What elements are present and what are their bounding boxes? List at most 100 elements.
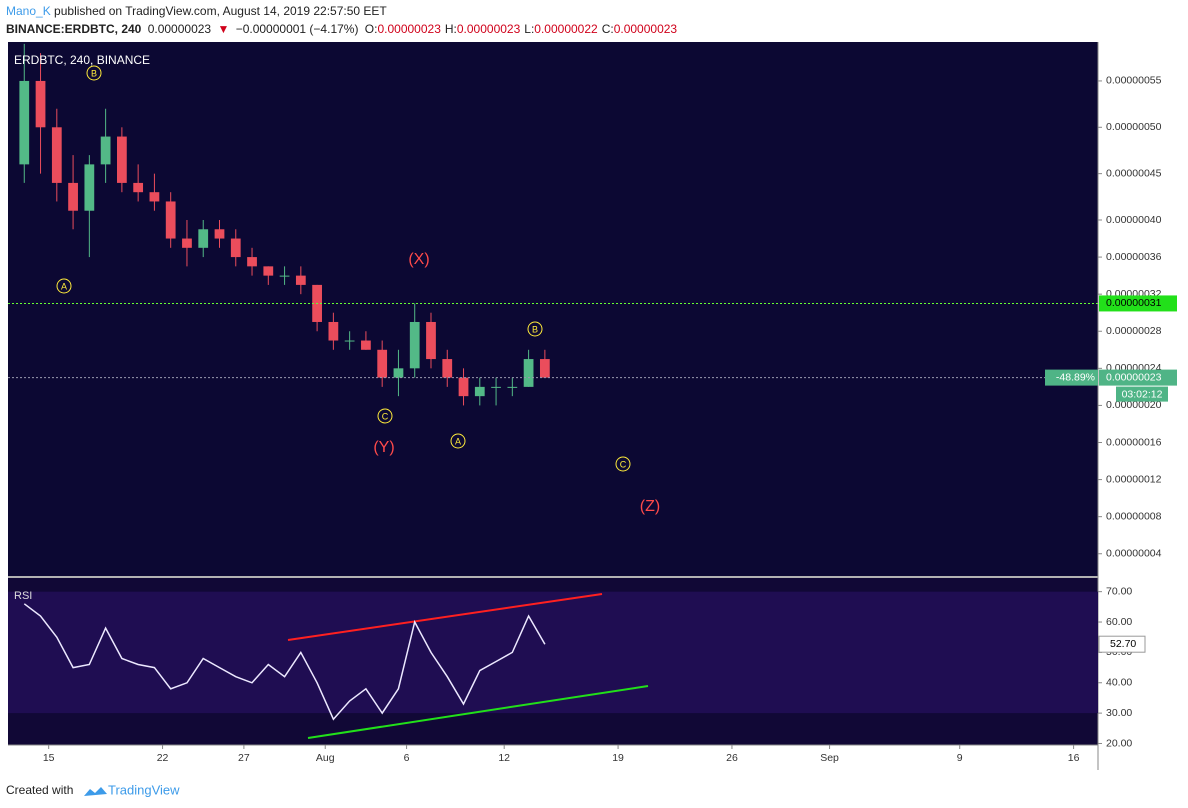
y-tick-label: 0.00000036 <box>1106 251 1162 263</box>
x-tick-label: 26 <box>726 752 738 764</box>
candle-body <box>442 359 453 378</box>
x-tick-label: Aug <box>316 752 335 764</box>
publish-line: Mano_K published on TradingView.com, Aug… <box>6 4 390 18</box>
ohlc-value: 0.00000023 <box>613 22 678 36</box>
last-price-label: 0.00000023 <box>1106 371 1162 383</box>
arrow: ▼ <box>217 22 230 36</box>
candle-body <box>295 275 306 285</box>
y-tick-label: 40.00 <box>1106 677 1132 689</box>
wave-label: (Y) <box>373 439 394 456</box>
candle-body <box>458 377 469 397</box>
y-tick-label: 0.00000004 <box>1106 548 1162 560</box>
candle-body <box>133 182 144 193</box>
wave-label: A <box>61 281 67 291</box>
wave-circle <box>527 321 543 337</box>
symbol: BINANCE:ERDBTC, 240 <box>6 22 142 36</box>
candle-body <box>198 229 209 248</box>
author[interactable]: Mano_K <box>6 4 51 18</box>
candle-body <box>117 136 127 183</box>
ohlc-value: 0.00000022 <box>534 22 598 36</box>
wave-label: B <box>532 324 538 334</box>
wave-circle <box>86 65 102 81</box>
wave-label: C <box>620 459 627 469</box>
candle-body <box>100 136 111 165</box>
last-price-label-box <box>1099 369 1177 386</box>
rsi-value-box <box>1098 635 1146 653</box>
candle-body <box>523 359 534 387</box>
y-tick-label: 30.00 <box>1106 707 1132 719</box>
resistance-trendline <box>287 593 603 641</box>
candle-body <box>328 321 339 341</box>
rsi-title: RSI <box>14 590 32 602</box>
candle-body <box>539 359 550 378</box>
change-label-box <box>1045 369 1098 386</box>
footer-text: Created with <box>6 783 73 797</box>
footer-brand[interactable]: TradingView <box>108 782 180 797</box>
candle-body <box>393 368 404 378</box>
candle-body <box>149 192 160 202</box>
candle-body <box>474 386 485 397</box>
rsi-plot <box>8 591 1098 739</box>
wave-label: A <box>455 436 461 446</box>
countdown: 03:02:12 <box>1122 388 1163 400</box>
y-tick-label: 0.00000020 <box>1106 399 1162 411</box>
candle-body <box>409 321 420 369</box>
published: published on TradingView.com, August 14,… <box>54 4 387 18</box>
candle-body <box>230 238 241 258</box>
y-tick-label: 20.00 <box>1106 737 1132 749</box>
x-tick-label: 15 <box>43 752 55 764</box>
x-tick-label: Sep <box>820 752 839 764</box>
wave-label: B <box>91 68 97 78</box>
candle-body <box>68 182 78 211</box>
price-pane <box>8 42 1098 576</box>
y-tick-label: 60.00 <box>1106 616 1132 628</box>
ohlc: O:0.00000023 H:0.00000023 L:0.00000022 C:0.… <box>365 22 681 36</box>
candle-body <box>491 386 501 388</box>
candle-body <box>51 127 62 183</box>
last: 0.00000023 <box>147 22 212 36</box>
wave-label: (X) <box>408 251 429 268</box>
legend-line: BINANCE:ERDBTC, 240 0.00000023 ▼ −0.0000… <box>6 22 681 36</box>
wave-circle <box>450 433 466 449</box>
candle-body <box>507 386 518 388</box>
ohlc-value: 0.00000023 <box>377 22 441 36</box>
candle-body <box>84 164 95 211</box>
y-tick-label: 0.00000028 <box>1106 325 1162 337</box>
x-tick-label: 19 <box>612 752 624 764</box>
candle-body <box>165 201 176 239</box>
rsi-band <box>8 591 1098 714</box>
candle-body <box>247 257 257 267</box>
candle-body <box>426 321 436 360</box>
ohlc-key: H: <box>444 22 457 36</box>
y-tick-label: 0.00000008 <box>1106 510 1162 522</box>
price-plot: B A (X) C (Y) A B C (Z) <box>8 43 1098 515</box>
y-tick-label: 0.00000016 <box>1106 436 1162 448</box>
chart-title: ERDBTC, 240, BINANCE <box>14 53 150 67</box>
y-tick-label: 70.00 <box>1106 585 1132 597</box>
candle-body <box>263 266 274 276</box>
wave-circle <box>377 408 393 424</box>
x-tick-label: 16 <box>1068 752 1080 764</box>
y-tick-label: 0.00000055 <box>1106 75 1162 87</box>
candle-body <box>344 340 355 342</box>
rsi-line <box>23 603 546 721</box>
rsi-value-label: 52.70 <box>1110 638 1136 650</box>
candle-body <box>35 80 46 128</box>
price-line-label-box <box>1099 295 1177 312</box>
y-tick-label: 0.00000050 <box>1106 121 1162 133</box>
ohlc-key: O: <box>364 22 378 36</box>
ohlc-key: C: <box>601 22 614 36</box>
change-label: -48.89% <box>1056 371 1095 383</box>
candle-body <box>279 275 290 277</box>
y-tick-label: 0.00000045 <box>1106 167 1162 179</box>
x-tick-label: 9 <box>957 752 963 764</box>
x-tick-label: 12 <box>498 752 510 764</box>
candle-body <box>19 80 30 165</box>
y-tick-label: 0.00000040 <box>1106 214 1162 226</box>
wave-label: C <box>382 411 389 421</box>
ohlc-key: L: <box>524 22 535 36</box>
candle-body <box>214 229 225 239</box>
x-tick-label: 27 <box>238 752 250 764</box>
